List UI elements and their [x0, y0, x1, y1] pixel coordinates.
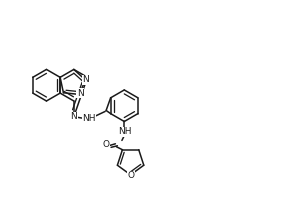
Text: N: N — [82, 75, 89, 84]
Text: N: N — [70, 112, 77, 121]
Text: O: O — [127, 171, 134, 180]
Text: O: O — [103, 140, 110, 149]
Text: NH: NH — [82, 114, 95, 123]
Text: NH: NH — [118, 127, 132, 136]
Text: N: N — [77, 89, 83, 98]
